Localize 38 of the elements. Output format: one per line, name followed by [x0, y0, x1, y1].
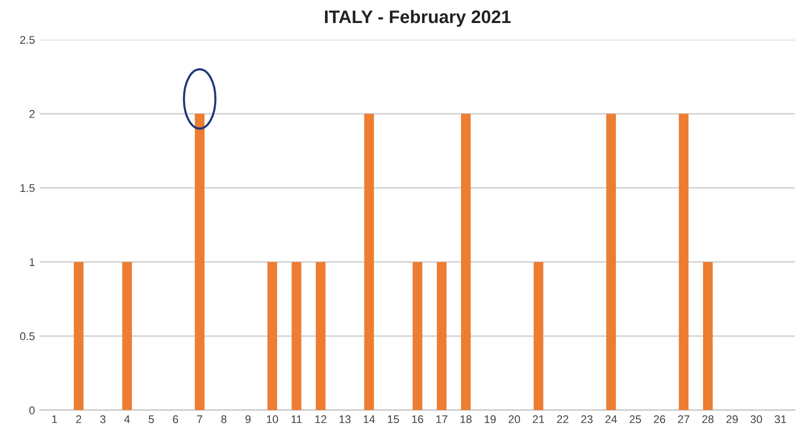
x-tick-label: 2 [76, 415, 82, 424]
x-tick-label: 13 [340, 415, 351, 424]
y-tick-label: 1 [30, 258, 35, 266]
x-tick-label: 9 [246, 415, 251, 424]
x-tick-label: 30 [750, 415, 762, 424]
x-tick-label: 14 [364, 415, 375, 424]
x-tick-label: 10 [266, 415, 278, 424]
x-tick-label: 16 [412, 415, 424, 424]
x-tick-label: 11 [292, 415, 302, 424]
x-tick-label: 17 [436, 415, 448, 424]
x-tick-label: 27 [678, 415, 690, 424]
x-tick-label: 23 [581, 415, 593, 424]
y-tick-label: 2.5 [20, 36, 35, 44]
x-tick-label: 25 [630, 415, 641, 424]
x-tick-label: 28 [702, 415, 714, 424]
x-tick-label: 12 [315, 415, 326, 424]
x-tick-label: 4 [124, 415, 130, 424]
x-tick-label: 15 [388, 415, 399, 424]
x-tick-label: 7 [197, 415, 202, 424]
x-tick-label: 8 [221, 415, 226, 424]
x-tick-label: 19 [484, 415, 496, 424]
x-tick-label: 20 [508, 415, 520, 424]
chart-title: ITALY - February 2021 [325, 10, 511, 27]
x-tick-label: 18 [460, 415, 472, 424]
x-tick-label: 29 [726, 415, 738, 424]
y-tick-label: 2 [29, 110, 35, 118]
x-tick-label: 22 [557, 415, 568, 424]
x-tick-label: 3 [100, 415, 106, 424]
y-tick-label: 0.5 [20, 332, 35, 340]
x-tick-label: 31 [774, 415, 786, 424]
x-tick-label: 1 [52, 415, 58, 424]
y-tick-label: 0 [29, 406, 35, 414]
x-tick-label: 24 [605, 415, 617, 424]
x-tick-label: 5 [148, 415, 154, 424]
x-tick-label: 6 [172, 415, 178, 424]
y-tick-label: 1.5 [20, 184, 35, 192]
x-tick-label: 26 [654, 415, 666, 424]
x-tick-label: 21 [532, 415, 544, 424]
